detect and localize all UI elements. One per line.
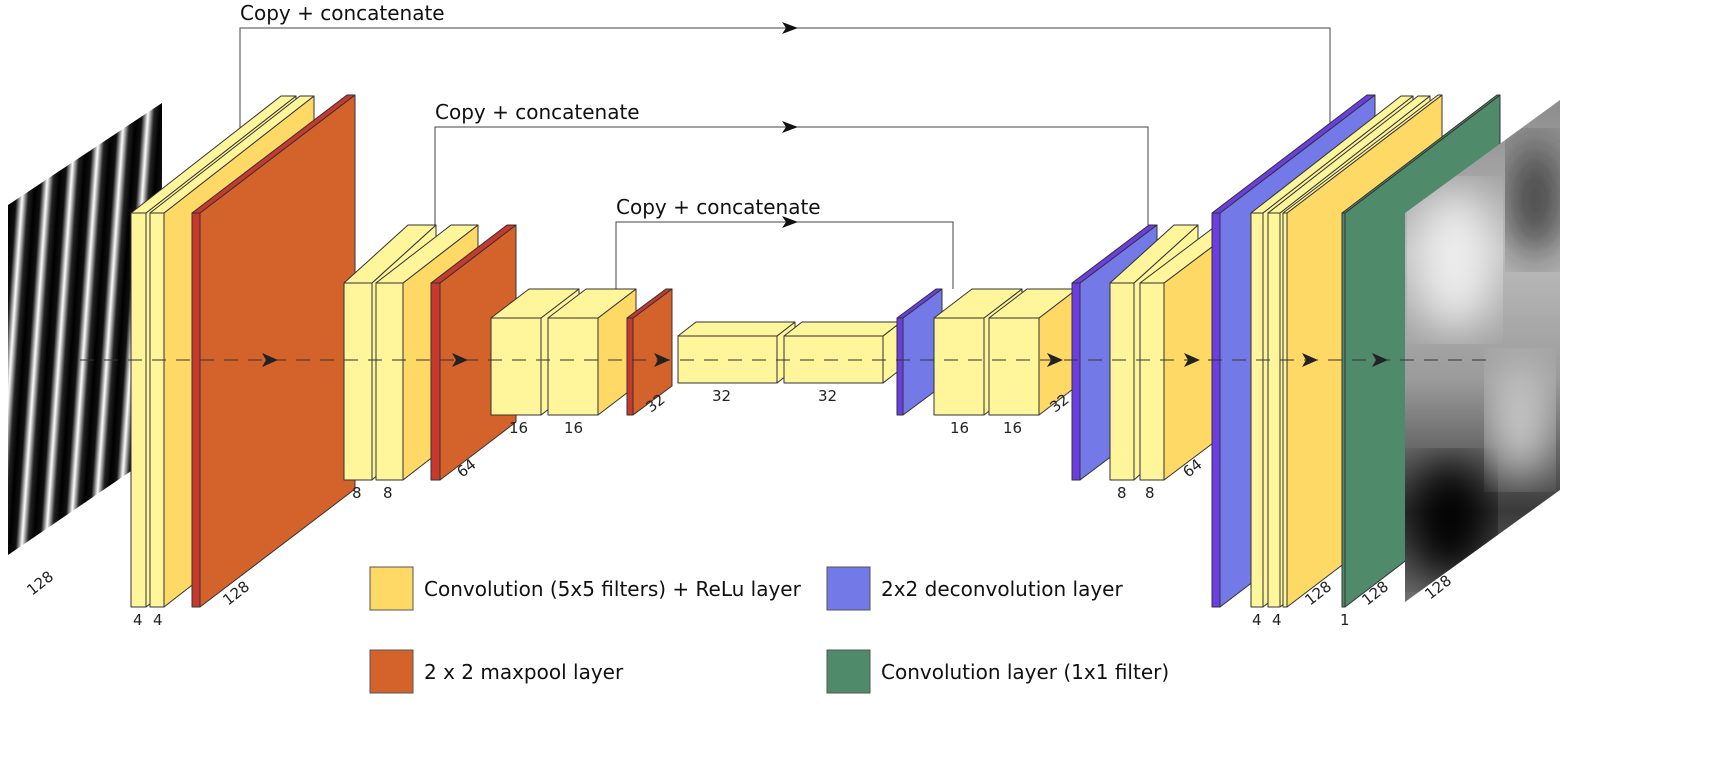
arrow-icon — [782, 216, 798, 228]
legend-swatch-conv — [369, 566, 414, 611]
layers — [130, 94, 1501, 608]
skip-connection-line — [615, 221, 954, 289]
maxpool-layer — [430, 224, 517, 481]
maxpool-layer — [626, 288, 673, 416]
arrow-icon — [452, 353, 468, 367]
maxpool-layer — [191, 94, 356, 608]
dimension-label: 32 — [818, 387, 837, 405]
dimension-label: 8 — [1145, 484, 1155, 502]
arrow-icon — [262, 353, 278, 367]
skip-connection-label: Copy + concatenate — [240, 1, 445, 25]
dimension-label: 16 — [950, 419, 969, 437]
conv-relu-layer — [547, 288, 637, 416]
dimension-label: 16 — [509, 419, 528, 437]
arrow-icon — [1302, 353, 1318, 367]
input-image — [8, 103, 162, 555]
legend: Convolution (5x5 filters) + ReLu layer 2… — [369, 566, 1169, 694]
conv-relu-layer — [677, 321, 796, 384]
deconv-layer — [896, 288, 943, 416]
dimension-label: 1 — [1340, 611, 1350, 629]
legend-swatch-conv1x1 — [826, 649, 871, 694]
dimension-label: 4 — [133, 611, 143, 629]
legend-label-conv1x1: Convolution layer (1x1 filter) — [881, 660, 1169, 684]
dimension-label: 8 — [383, 484, 393, 502]
dimension-label: 16 — [1003, 419, 1022, 437]
arrow-icon — [1372, 353, 1388, 367]
dimension-label: 16 — [564, 419, 583, 437]
dimension-label: 4 — [153, 611, 163, 629]
conv-relu-layer — [988, 288, 1078, 416]
legend-swatch-maxpool — [369, 649, 414, 694]
skip-connection-label: Copy + concatenate — [435, 100, 640, 124]
legend-label-maxpool: 2 x 2 maxpool layer — [424, 660, 624, 684]
arrow-icon — [782, 22, 798, 34]
arrow-icon — [1184, 353, 1200, 367]
legend-label-deconv: 2x2 deconvolution layer — [881, 577, 1123, 601]
dimension-label: 32 — [712, 387, 731, 405]
skip-connection-label: Copy + concatenate — [616, 195, 821, 219]
dimension-label: 8 — [1117, 484, 1127, 502]
conv-relu-layer — [783, 321, 902, 384]
dimension-label: 8 — [352, 484, 362, 502]
skip-connection-line — [239, 27, 1331, 155]
skip-connections: Copy + concatenate Copy + concatenate Copy… — [239, 1, 1331, 289]
arrow-icon — [654, 353, 670, 367]
dimension-label: 4 — [1252, 611, 1262, 629]
legend-label-conv: Convolution (5x5 filters) + ReLu layer — [424, 577, 802, 601]
dimension-label: 4 — [1272, 611, 1282, 629]
legend-swatch-deconv — [826, 566, 871, 611]
arrow-icon — [782, 121, 798, 133]
arrow-icon — [1047, 353, 1063, 367]
input-dim-label: 128 — [23, 567, 57, 599]
flow-arrows — [262, 353, 1388, 367]
